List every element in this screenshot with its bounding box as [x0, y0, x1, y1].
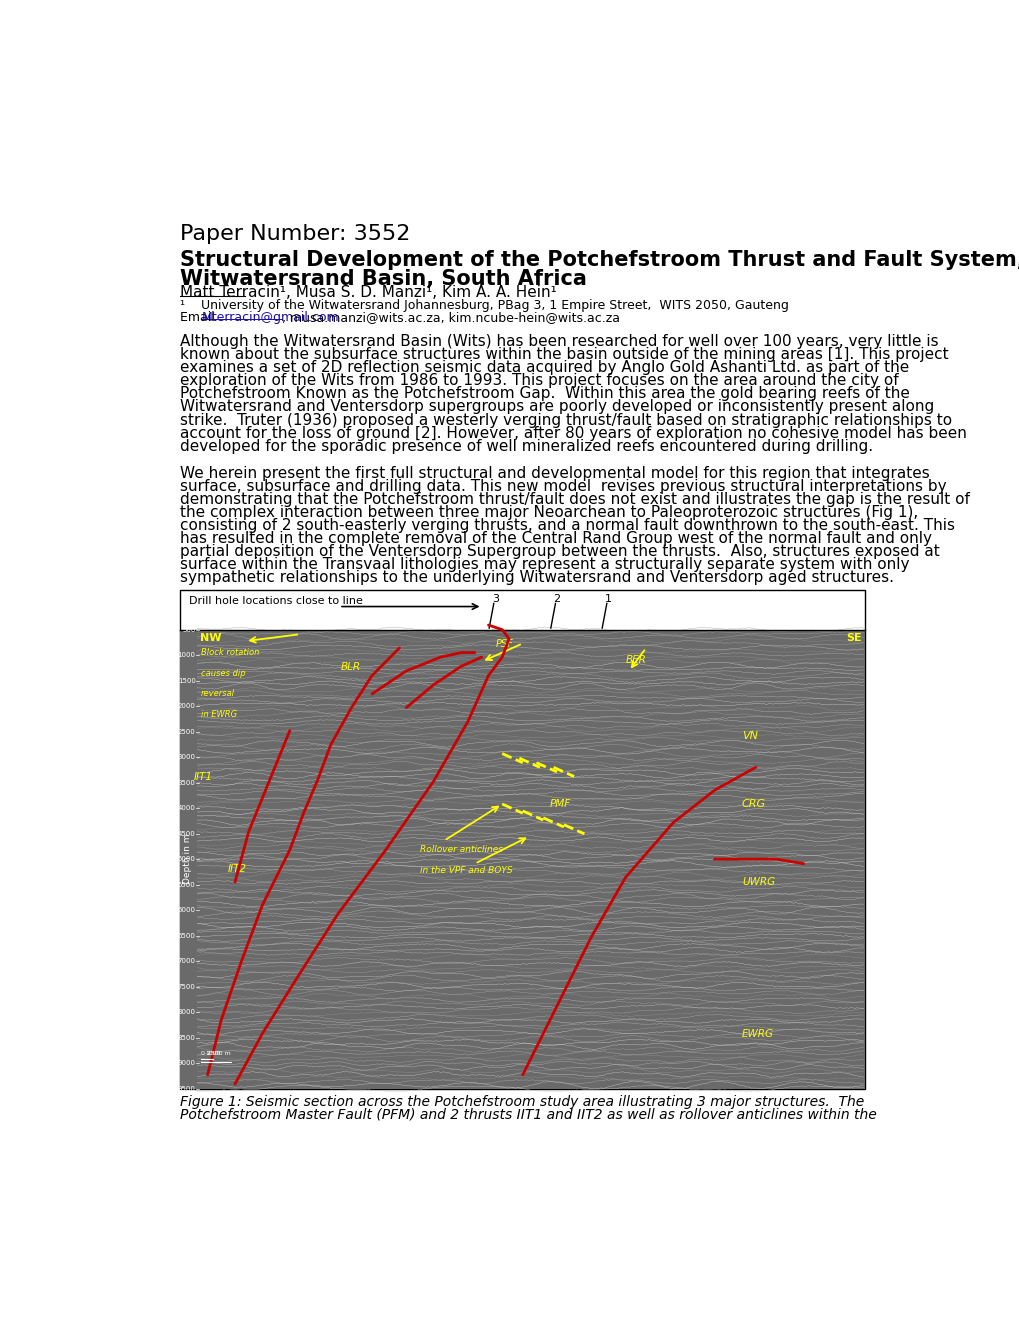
- Text: BER: BER: [625, 655, 646, 665]
- Text: 1: 1: [604, 594, 611, 605]
- Text: 3: 3: [491, 594, 498, 605]
- Text: Witwatersrand Basin, South Africa: Witwatersrand Basin, South Africa: [180, 268, 587, 289]
- Text: Witwatersrand and Ventersdorp supergroups are poorly developed or inconsistently: Witwatersrand and Ventersdorp supergroup…: [180, 400, 933, 414]
- Text: IIT2: IIT2: [228, 863, 247, 874]
- Text: VN: VN: [741, 730, 757, 741]
- Text: partial deposition of the Ventersdorp Supergroup between the thrusts.  Also, str: partial deposition of the Ventersdorp Su…: [180, 544, 940, 560]
- Text: 0: 0: [201, 1051, 205, 1056]
- Text: surface within the Transvaal lithologies may represent a structurally separate s: surface within the Transvaal lithologies…: [180, 557, 909, 573]
- Text: 4500: 4500: [177, 830, 196, 837]
- Text: Email: Email: [180, 312, 219, 323]
- Text: 4000: 4000: [177, 805, 196, 810]
- Text: Drill hole locations close to line: Drill hole locations close to line: [190, 595, 363, 606]
- Text: 8500: 8500: [177, 1035, 196, 1040]
- Text: 500: 500: [182, 627, 196, 632]
- Text: Depth in m: Depth in m: [183, 834, 193, 884]
- Text: in EWRG: in EWRG: [201, 710, 236, 719]
- Text: Figure 1: Seismic section across the Potchefstroom study area illustrating 3 maj: Figure 1: Seismic section across the Pot…: [180, 1094, 864, 1109]
- Text: consisting of 2 south-easterly verging thrusts, and a normal fault downthrown to: consisting of 2 south-easterly verging t…: [180, 517, 954, 533]
- Text: 3000: 3000: [177, 754, 196, 760]
- Text: CRG: CRG: [741, 800, 765, 809]
- Text: 5000: 5000: [177, 857, 196, 862]
- Text: IIT1: IIT1: [194, 772, 213, 781]
- Text: 1500: 1500: [177, 677, 196, 684]
- Text: Structural Development of the Potchefstroom Thrust and Fault System,: Structural Development of the Potchefstr…: [180, 249, 1019, 271]
- Text: 8000: 8000: [177, 1008, 196, 1015]
- Text: 6000: 6000: [177, 907, 196, 913]
- Text: Block rotation: Block rotation: [201, 648, 259, 657]
- Text: the complex interaction between three major Neoarchean to Paleoproterozoic struc: the complex interaction between three ma…: [180, 506, 917, 520]
- Text: Paper Number: 3552: Paper Number: 3552: [180, 224, 411, 244]
- Text: 3500: 3500: [177, 780, 196, 785]
- Text: 1000: 1000: [205, 1051, 220, 1056]
- Text: PMF: PMF: [549, 800, 571, 809]
- Text: 2500: 2500: [177, 729, 196, 735]
- Text: sympathetic relationships to the underlying Witwatersrand and Ventersdorp aged s: sympathetic relationships to the underly…: [180, 570, 894, 585]
- Text: account for the loss of ground [2]. However, after 80 years of exploration no co: account for the loss of ground [2]. Howe…: [180, 425, 966, 441]
- Text: ¹    University of the Witwatersrand Johannesburg, PBag 3, 1 Empire Street,  WIT: ¹ University of the Witwatersrand Johann…: [180, 300, 789, 313]
- Text: in the VPF and BOYS: in the VPF and BOYS: [420, 866, 513, 875]
- Text: PSF: PSF: [495, 639, 513, 649]
- Text: Potchefstroom Master Fault (PFM) and 2 thrusts IIT1 and IIT2 as well as rollover: Potchefstroom Master Fault (PFM) and 2 t…: [180, 1107, 876, 1121]
- Text: EWRG: EWRG: [741, 1028, 773, 1039]
- Text: 5500: 5500: [177, 882, 196, 887]
- Text: 2500 m: 2500 m: [207, 1051, 230, 1056]
- Text: surface, subsurface and drilling data. This new model  revises previous structur: surface, subsurface and drilling data. T…: [180, 479, 946, 494]
- Text: 2000: 2000: [177, 704, 196, 709]
- Text: Matt Terracin¹, Musa S. D. Manzi¹, Kim A. A. Hein¹: Matt Terracin¹, Musa S. D. Manzi¹, Kim A…: [180, 285, 556, 301]
- Text: Rollover anticlines: Rollover anticlines: [420, 845, 502, 854]
- Text: 9000: 9000: [177, 1060, 196, 1067]
- Text: 7000: 7000: [177, 958, 196, 964]
- Text: 9500: 9500: [177, 1085, 196, 1092]
- Text: NW: NW: [200, 632, 222, 643]
- Text: , musa.manzi@wits.ac.za, kim.ncube-hein@wits.ac.za: , musa.manzi@wits.ac.za, kim.ncube-hein@…: [282, 312, 620, 323]
- Text: 1000: 1000: [177, 652, 196, 659]
- Text: reversal: reversal: [201, 689, 234, 698]
- Text: 6500: 6500: [177, 933, 196, 939]
- Text: exploration of the Wits from 1986 to 1993. This project focuses on the area arou: exploration of the Wits from 1986 to 199…: [180, 374, 898, 388]
- Text: Although the Witwatersrand Basin (Wits) has been researched for well over 100 ye: Although the Witwatersrand Basin (Wits) …: [180, 334, 937, 348]
- Text: Potchefstroom Known as the Potchefstroom Gap.  Within this area the gold bearing: Potchefstroom Known as the Potchefstroom…: [180, 387, 909, 401]
- Text: 7500: 7500: [177, 983, 196, 990]
- Text: 2: 2: [553, 594, 560, 605]
- Text: Mterracin@gmail.com: Mterracin@gmail.com: [202, 312, 339, 323]
- Text: SE: SE: [846, 632, 861, 643]
- Text: We herein present the first full structural and developmental model for this reg: We herein present the first full structu…: [180, 466, 929, 480]
- Text: BLR: BLR: [341, 661, 361, 672]
- Text: known about the subsurface structures within the basin outside of the mining are: known about the subsurface structures wi…: [180, 347, 948, 362]
- Bar: [180, 590, 864, 1089]
- Text: demonstrating that the Potchefstroom thrust/fault does not exist and illustrates: demonstrating that the Potchefstroom thr…: [180, 492, 969, 507]
- Bar: [180, 630, 864, 1089]
- Text: causes dip: causes dip: [201, 669, 246, 677]
- Text: examines a set of 2D reflection seismic data acquired by Anglo Gold Ashanti Ltd.: examines a set of 2D reflection seismic …: [180, 360, 909, 375]
- Text: developed for the sporadic presence of well mineralized reefs encountered during: developed for the sporadic presence of w…: [180, 438, 872, 454]
- Text: strike.  Truter (1936) proposed a westerly verging thrust/fault based on stratig: strike. Truter (1936) proposed a westerl…: [180, 412, 952, 428]
- Text: UWRG: UWRG: [741, 878, 774, 887]
- Text: has resulted in the complete removal of the Central Rand Group west of the norma: has resulted in the complete removal of …: [180, 531, 931, 546]
